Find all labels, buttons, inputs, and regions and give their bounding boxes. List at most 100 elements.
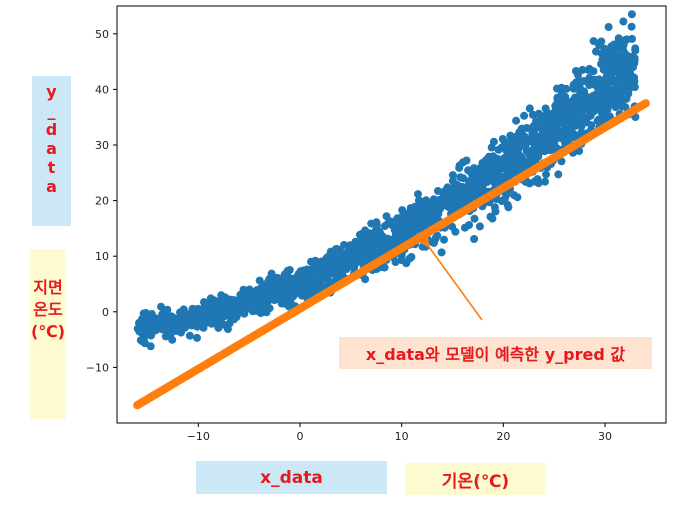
actual-point — [150, 317, 159, 326]
actual-point — [390, 225, 399, 234]
x-axis-korean-label: 기온(℃) — [405, 463, 546, 495]
actual-point — [407, 253, 416, 261]
y-tick-label: 0 — [102, 306, 109, 319]
actual-point — [512, 116, 521, 125]
actual-point — [262, 308, 271, 317]
actual-point — [624, 84, 633, 93]
actual-point — [295, 278, 304, 287]
actual-point — [336, 269, 345, 277]
actual-point — [358, 241, 367, 250]
actual-point — [572, 78, 581, 87]
actual-point — [464, 166, 473, 175]
actual-point — [542, 170, 550, 179]
actual-point — [425, 212, 434, 221]
actual-point — [393, 231, 402, 240]
actual-point — [630, 73, 639, 82]
actual-point — [603, 91, 612, 100]
x-tick-label: 10 — [395, 430, 409, 443]
actual-point — [491, 207, 500, 216]
actual-point — [373, 247, 382, 256]
actual-point — [612, 57, 621, 66]
actual-point — [519, 138, 528, 147]
actual-point — [575, 147, 584, 155]
actual-point — [578, 65, 587, 74]
actual-point — [625, 63, 634, 72]
actual-point — [557, 134, 566, 143]
actual-point — [223, 321, 231, 330]
actual-point — [346, 259, 355, 267]
y-axis: −10 0 10 20 30 40 50 — [86, 28, 117, 374]
actual-point — [621, 103, 630, 112]
actual-point — [340, 241, 348, 249]
actual-point — [138, 323, 147, 332]
actual-point — [497, 197, 506, 205]
actual-point — [551, 121, 559, 130]
plot-frame — [116, 5, 667, 424]
actual-point — [614, 44, 623, 53]
actual-point — [585, 81, 594, 90]
actual-point — [334, 257, 343, 265]
actual-point — [616, 89, 625, 97]
actual-data-points — [133, 10, 640, 351]
y-axis-korean-label-box: 지면온도(℃) — [30, 249, 66, 419]
actual-point — [440, 235, 448, 244]
actual-point — [539, 132, 548, 141]
actual-point — [462, 156, 471, 165]
actual-point — [520, 111, 529, 120]
actual-point — [193, 333, 201, 342]
actual-point — [380, 263, 389, 272]
actual-point — [262, 301, 271, 310]
actual-point — [446, 189, 455, 198]
actual-point — [597, 37, 606, 46]
actual-point — [219, 300, 228, 308]
actual-point — [273, 291, 282, 300]
y-axis-label-box: y_data — [32, 76, 71, 226]
actual-point — [448, 171, 457, 180]
actual-point — [507, 146, 516, 155]
actual-point — [498, 135, 507, 143]
actual-point — [508, 165, 517, 173]
actual-point — [487, 153, 495, 162]
actual-point — [480, 160, 489, 168]
actual-point — [621, 36, 630, 44]
actual-point — [283, 266, 292, 275]
actual-point — [146, 342, 155, 351]
actual-point — [255, 276, 264, 285]
actual-point — [584, 66, 593, 74]
actual-point — [591, 104, 600, 113]
actual-point — [614, 98, 623, 107]
actual-point — [579, 77, 588, 85]
actual-point — [330, 265, 339, 274]
actual-point — [604, 23, 613, 31]
actual-point — [141, 309, 150, 317]
actual-point — [494, 173, 503, 182]
actual-point — [380, 242, 389, 251]
actual-point — [527, 147, 535, 155]
x-tick-label: 20 — [496, 430, 510, 443]
y-tick-label: 10 — [95, 250, 109, 263]
actual-point — [569, 84, 578, 93]
actual-point — [421, 205, 430, 213]
actual-point — [604, 76, 613, 85]
actual-point — [218, 312, 227, 321]
actual-point — [293, 288, 302, 297]
actual-point — [630, 56, 639, 65]
actual-point — [540, 123, 549, 132]
actual-point — [630, 83, 639, 91]
actual-point — [382, 212, 391, 221]
actual-point — [408, 229, 416, 238]
actual-point — [256, 287, 265, 296]
actual-point — [517, 124, 526, 133]
actual-point — [627, 10, 636, 19]
actual-point — [319, 270, 328, 279]
actual-point — [530, 124, 539, 133]
actual-point — [525, 104, 534, 113]
actual-point — [510, 158, 519, 167]
actual-point — [268, 283, 277, 292]
actual-point — [577, 122, 586, 131]
actual-point — [451, 185, 460, 193]
x-tick-label: 30 — [598, 430, 612, 443]
actual-point — [429, 195, 438, 204]
actual-point — [371, 241, 380, 250]
actual-point — [476, 175, 485, 184]
